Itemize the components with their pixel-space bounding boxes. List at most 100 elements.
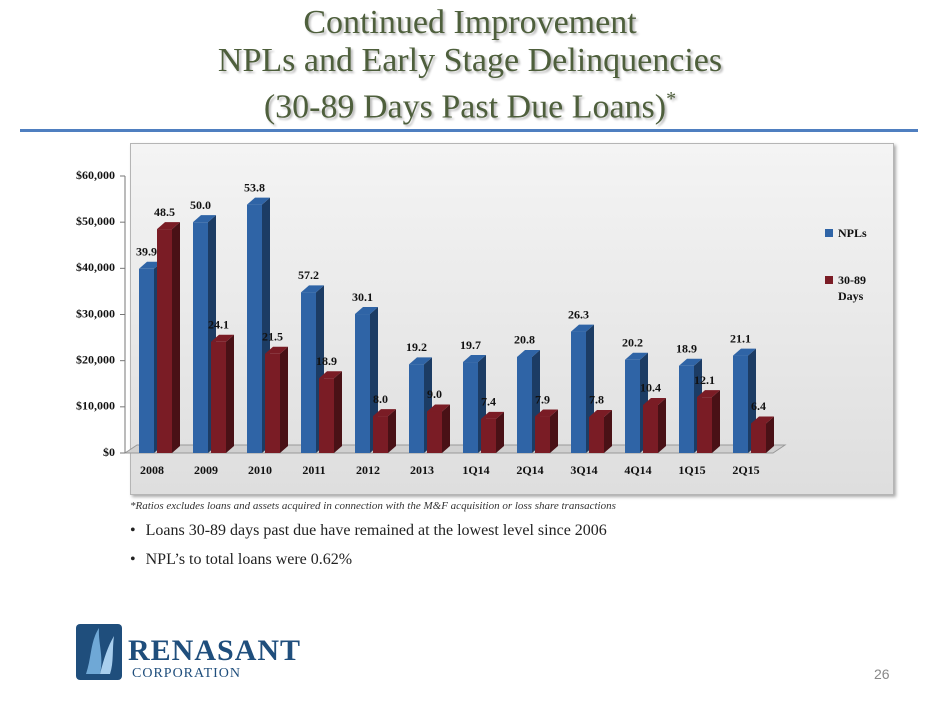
bar-top (193, 215, 216, 223)
value-label: 7.4 (481, 395, 496, 409)
legend-label: 30-89 Days (838, 273, 866, 303)
bullet-list: Loans 30-89 days past due have remained … (130, 522, 607, 580)
x-tick-label: 4Q14 (624, 463, 651, 477)
bar (697, 397, 712, 453)
logo-subtitle: CORPORATION (132, 666, 242, 681)
value-label: 21.5 (262, 329, 283, 343)
title: Continued Improvement NPLs and Early Sta… (0, 4, 940, 126)
bar-top (535, 409, 558, 417)
bar (301, 292, 316, 453)
title-text: (30-89 Days Past Due Loans) (263, 88, 667, 126)
bar (427, 411, 442, 453)
value-label: 20.2 (622, 335, 643, 349)
title-line: NPLs and Early Stage Delinquencies (217, 42, 723, 79)
bar-side (172, 222, 180, 453)
legend-label: NPLs (838, 226, 867, 240)
value-label: 50.0 (190, 198, 211, 212)
title-line: Continued Improvement (303, 4, 637, 41)
value-label: 10.4 (640, 381, 661, 395)
bar-top (697, 390, 720, 398)
y-tick-label: $50,000 (76, 214, 115, 228)
bar-top (481, 411, 504, 419)
bar-side (442, 404, 450, 453)
bar-top (427, 404, 450, 412)
y-tick-label: $20,000 (76, 352, 115, 366)
bar (535, 416, 550, 453)
y-tick-label: $10,000 (76, 399, 115, 413)
bar-top (409, 357, 432, 365)
value-label: 12.1 (694, 373, 715, 387)
bar (409, 364, 424, 453)
value-label: 9.0 (427, 387, 442, 401)
bar-top (643, 397, 666, 405)
bar (751, 423, 766, 453)
bar-side (604, 409, 612, 453)
value-label: 6.4 (751, 399, 766, 413)
value-label: 57.2 (298, 268, 319, 282)
bar (211, 341, 226, 453)
bullet: Loans 30-89 days past due have remained … (130, 522, 607, 540)
value-label: 48.5 (154, 205, 175, 219)
y-tick-label: $40,000 (76, 260, 115, 274)
bar-top (517, 349, 540, 357)
bar (319, 378, 334, 453)
legend-swatch (825, 276, 833, 284)
bar (481, 418, 496, 453)
x-tick-label: 2Q15 (732, 463, 759, 477)
y-tick-label: $0 (103, 445, 115, 459)
bar-top (733, 348, 756, 356)
bar (463, 362, 478, 453)
bar (247, 204, 262, 453)
floor (123, 444, 787, 454)
bar (265, 353, 280, 453)
y-tick-label: $60,000 (76, 168, 115, 182)
x-tick-label: 3Q14 (570, 463, 597, 477)
page-number: 26 (874, 666, 890, 682)
x-tick-label: 2008 (140, 463, 164, 477)
bar (625, 359, 640, 453)
value-label: 53.8 (244, 180, 265, 194)
bar (193, 222, 208, 453)
bar-side (550, 409, 558, 453)
title-mark: * (666, 88, 677, 110)
bar (679, 365, 694, 453)
bar-side (658, 397, 666, 453)
value-label: 18.9 (676, 341, 697, 355)
bar (643, 404, 658, 453)
bar-top (247, 197, 270, 205)
bar-side (496, 411, 504, 453)
x-tick-label: 2011 (302, 463, 325, 477)
bar-side (226, 334, 234, 453)
x-tick-label: 2009 (194, 463, 218, 477)
footnote: *Ratios excludes loans and assets acquir… (130, 500, 616, 512)
legend-swatch (825, 229, 833, 237)
bullet: NPL’s to total loans were 0.62% (130, 551, 607, 569)
bar-top (463, 355, 486, 363)
bar-side (280, 346, 288, 453)
value-label: 39.9 (136, 245, 157, 259)
bar-top (679, 358, 702, 366)
value-label: 18.9 (316, 354, 337, 368)
bar-side (712, 390, 720, 453)
bar-top (373, 409, 396, 417)
bar (571, 331, 586, 453)
bar-top (265, 346, 288, 354)
bar-top (301, 285, 324, 293)
value-label: 7.8 (589, 393, 604, 407)
bar-top (751, 416, 774, 424)
bar (157, 229, 172, 453)
value-label: 7.9 (535, 392, 550, 406)
bar-top (139, 261, 162, 269)
title-rule (20, 129, 918, 132)
value-label: 21.1 (730, 331, 751, 345)
x-tick-label: 2013 (410, 463, 434, 477)
bar-top (355, 307, 378, 315)
bar (139, 268, 154, 453)
bar-top (211, 334, 234, 342)
bar (517, 356, 532, 453)
logo-name: RENASANT (128, 634, 302, 667)
value-label: 24.1 (208, 317, 229, 331)
bar-top (319, 371, 342, 379)
